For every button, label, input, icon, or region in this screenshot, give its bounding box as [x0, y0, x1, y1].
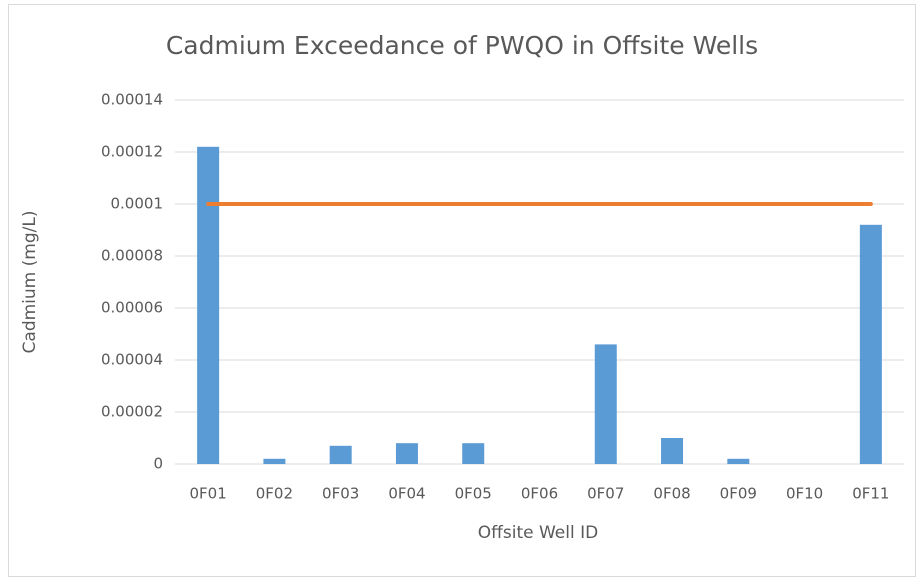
x-tick-label: 0F04 — [388, 485, 425, 503]
y-tick-label: 0.0001 — [111, 195, 164, 213]
bar — [594, 344, 617, 464]
x-tick-label: 0F07 — [587, 485, 624, 503]
x-tick-label: 0F09 — [720, 485, 757, 503]
y-tick-label: 0.00008 — [101, 247, 163, 265]
bar — [859, 224, 882, 464]
bar — [329, 445, 352, 464]
y-axis-label: Cadmium (mg/L) — [20, 211, 40, 354]
y-tick-label: 0.00014 — [101, 91, 163, 109]
bar — [197, 146, 220, 465]
x-tick-label: 0F08 — [653, 485, 690, 503]
bar — [395, 443, 418, 464]
y-tick-label: 0.00012 — [101, 143, 163, 161]
chart-title: Cadmium Exceedance of PWQO in Offsite We… — [166, 31, 758, 60]
x-tick-label: 0F06 — [521, 485, 558, 503]
x-tick-label: 0F02 — [256, 485, 293, 503]
bar — [263, 458, 286, 464]
x-tick-label: 0F01 — [190, 485, 227, 503]
x-tick-label: 0F03 — [322, 485, 359, 503]
x-tick-label: 0F10 — [786, 485, 823, 503]
x-tick-label: 0F11 — [852, 485, 889, 503]
y-tick-label: 0.00004 — [101, 351, 163, 369]
x-tick-label: 0F05 — [455, 485, 492, 503]
bar — [727, 458, 750, 464]
y-tick-label: 0.00002 — [101, 403, 163, 421]
x-axis-label: Offsite Well ID — [478, 523, 598, 543]
y-tick-label: 0 — [153, 455, 163, 473]
y-tick-label: 0.00006 — [101, 299, 163, 317]
bar — [661, 438, 684, 464]
bar — [462, 443, 485, 464]
